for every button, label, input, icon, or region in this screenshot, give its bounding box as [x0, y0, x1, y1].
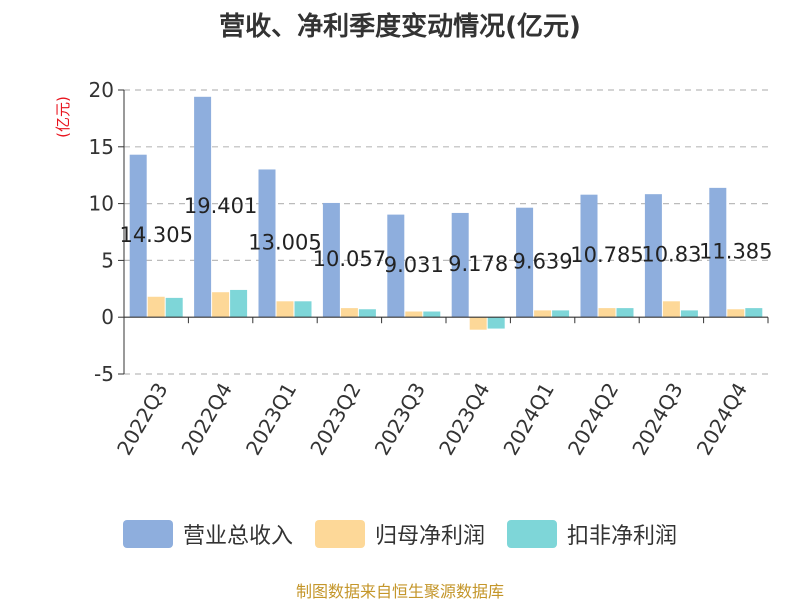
- legend-item-net-profit[interactable]: 归母净利润: [314, 518, 485, 550]
- bar-net-profit: [598, 308, 616, 318]
- bar-revenue: [258, 169, 276, 318]
- bar-deducted-net-profit: [165, 297, 183, 318]
- bar-deducted-net-profit: [230, 289, 248, 318]
- legend-label-deducted-net-profit: 扣非净利润: [567, 524, 678, 549]
- y-tick-label: 10: [89, 192, 114, 216]
- data-label: 9.178: [448, 252, 508, 276]
- bar-deducted-net-profit: [745, 308, 763, 318]
- data-label: 10.83: [641, 243, 701, 267]
- bar-deducted-net-profit: [487, 317, 505, 329]
- bar-net-profit: [405, 311, 423, 318]
- data-label: 19.401: [184, 194, 257, 218]
- bar-net-profit: [147, 296, 165, 318]
- y-axis-unit-label: (亿元): [54, 96, 72, 138]
- legend-item-deducted-net-profit[interactable]: 扣非净利润: [507, 518, 677, 550]
- data-label: 11.385: [699, 240, 772, 264]
- bar-revenue: [451, 212, 469, 318]
- data-label: 9.639: [513, 249, 573, 273]
- legend: 营业总收入 归母净利润 扣非净利润: [0, 518, 800, 550]
- bar-net-profit: [340, 308, 358, 318]
- x-tick-label: 2023Q1: [241, 379, 301, 460]
- data-label: 9.031: [384, 253, 444, 277]
- x-tick-label: 2022Q3: [112, 379, 172, 460]
- y-tick-label: 0: [101, 305, 114, 329]
- bar-revenue: [644, 194, 662, 318]
- x-tick-label: 2023Q3: [370, 379, 430, 460]
- data-label: 10.057: [313, 247, 386, 271]
- bar-deducted-net-profit: [423, 311, 441, 318]
- x-tick-label: 2024Q2: [563, 379, 623, 460]
- bar-net-profit: [469, 317, 487, 330]
- data-label: 13.005: [248, 230, 321, 254]
- legend-swatch-net-profit: [314, 520, 365, 548]
- bar-net-profit: [534, 310, 552, 318]
- bar-net-profit: [662, 301, 680, 318]
- x-tick-label: 2023Q2: [305, 379, 365, 460]
- bar-net-profit: [276, 301, 294, 318]
- y-tick-label: -5: [94, 362, 114, 386]
- bar-net-profit: [212, 292, 230, 318]
- bar-revenue: [709, 187, 727, 318]
- bar-deducted-net-profit: [552, 310, 570, 318]
- data-label: 14.305: [119, 223, 192, 247]
- data-label: 10.785: [570, 243, 643, 267]
- x-tick-label: 2024Q1: [498, 379, 558, 460]
- bar-revenue: [387, 214, 405, 318]
- bar-deducted-net-profit: [294, 301, 312, 318]
- legend-label-revenue: 营业总收入: [182, 524, 293, 549]
- bar-deducted-net-profit: [680, 310, 698, 318]
- bar-revenue: [129, 154, 147, 318]
- bar-net-profit: [727, 309, 745, 318]
- bar-revenue: [580, 194, 598, 318]
- chart-title: 营收、净利季度变动情况(亿元): [219, 12, 581, 42]
- y-tick-label: 20: [89, 78, 114, 102]
- bar-deducted-net-profit: [616, 308, 634, 318]
- legend-swatch-revenue: [122, 520, 173, 548]
- legend-swatch-deducted-net-profit: [507, 520, 557, 548]
- bar-revenue: [194, 96, 212, 318]
- legend-label-net-profit: 归母净利润: [374, 524, 485, 549]
- y-tick-label: 5: [101, 248, 114, 272]
- bar-deducted-net-profit: [358, 309, 376, 318]
- y-tick-label: 15: [89, 135, 114, 159]
- bar-revenue: [516, 207, 534, 318]
- legend-item-revenue[interactable]: 营业总收入: [122, 518, 293, 550]
- source-note: 制图数据来自恒生聚源数据库: [295, 582, 504, 601]
- x-tick-label: 2024Q4: [692, 379, 752, 460]
- bar-revenue: [322, 202, 340, 318]
- x-tick-label: 2024Q3: [627, 379, 687, 460]
- x-tick-label: 2022Q4: [176, 379, 236, 460]
- x-tick-label: 2023Q4: [434, 379, 494, 460]
